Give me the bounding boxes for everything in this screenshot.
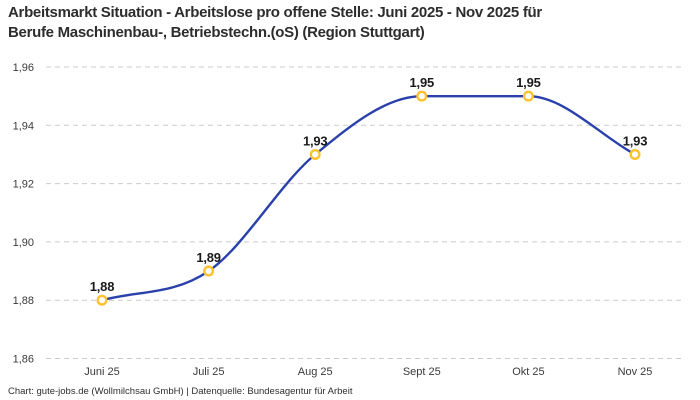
data-point-label: 1,89 (196, 250, 221, 265)
data-point-label: 1,88 (90, 279, 115, 294)
y-tick-label: 1,90 (13, 237, 34, 249)
x-tick-label: Sept 25 (403, 366, 441, 378)
series-line (100, 94, 637, 302)
x-tick-label: Nov 25 (618, 366, 653, 378)
data-point-marker (629, 148, 641, 160)
source-caption: Chart: gute-jobs.de (Wollmilchsau GmbH) … (8, 386, 353, 397)
y-tick-label: 1,92 (13, 179, 34, 191)
data-point-marker (96, 294, 108, 306)
x-tick-label: Okt 25 (512, 366, 544, 378)
data-point-marker (309, 148, 321, 160)
x-tick-label: Aug 25 (298, 366, 333, 378)
y-tick-label: 1,86 (13, 354, 34, 366)
y-tick-label: 1,88 (13, 295, 34, 307)
data-point-label: 1,93 (623, 133, 648, 148)
chart-title: Arbeitsmarkt Situation - Arbeitslose pro… (8, 4, 542, 41)
y-tick-label: 1,96 (13, 62, 34, 74)
x-tick-label: Juni 25 (84, 366, 119, 378)
data-point-marker (203, 265, 215, 277)
data-point-marker (522, 90, 534, 102)
data-point-label: 1,93 (303, 133, 328, 148)
data-point-label: 1,95 (516, 75, 541, 90)
y-tick-label: 1,94 (13, 120, 34, 132)
data-point-marker (416, 90, 428, 102)
data-point-label: 1,95 (410, 75, 435, 90)
x-tick-label: Juli 25 (193, 366, 225, 378)
